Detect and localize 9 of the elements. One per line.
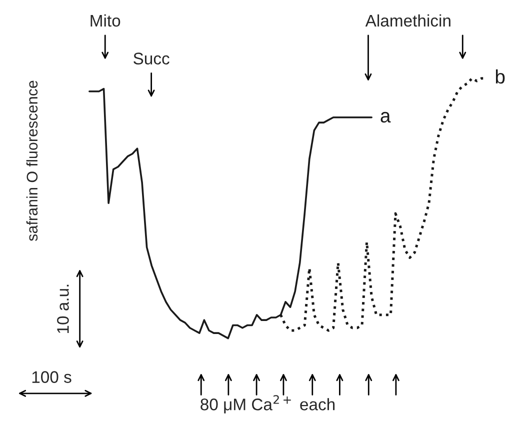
text: 10 a.u.	[57, 284, 69, 333]
text: 80 μM Ca$^{2+}$ each	[200, 395, 335, 414]
text: Alamethicin	[365, 14, 450, 27]
series-label: b	[496, 69, 505, 84]
text: Succ	[134, 52, 170, 64]
text: 100 s	[32, 371, 72, 383]
y-axis-title: safranin O fluorescence	[26, 80, 38, 241]
series-label: a	[380, 112, 391, 123]
text: Mito	[90, 14, 120, 27]
